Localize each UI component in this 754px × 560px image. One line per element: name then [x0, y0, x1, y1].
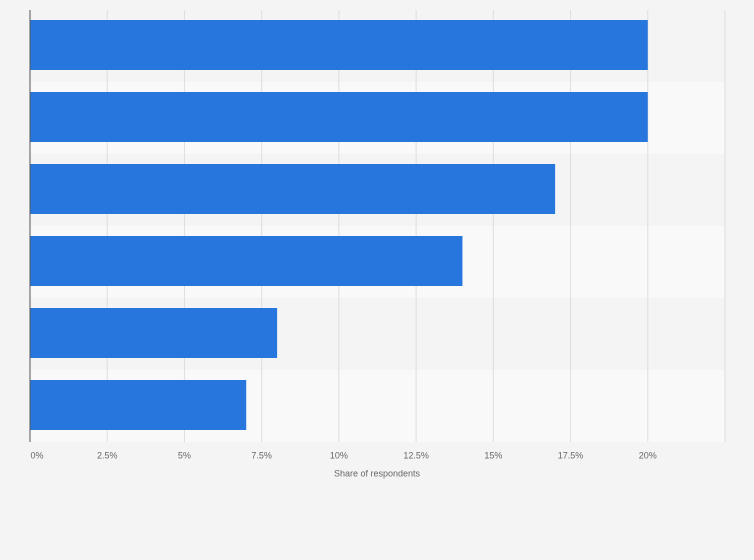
x-tick-label: 10% — [330, 450, 348, 460]
bar — [30, 380, 247, 430]
bar — [30, 236, 463, 286]
x-tick-label: 7.5% — [251, 450, 272, 460]
bar — [30, 164, 556, 214]
x-tick-label: 17.5% — [558, 450, 584, 460]
x-axis-label: Share of respondents — [334, 468, 421, 478]
x-tick-label: 20% — [639, 450, 657, 460]
x-tick-label: 5% — [178, 450, 191, 460]
bar — [30, 20, 648, 70]
x-tick-label: 0% — [30, 450, 43, 460]
x-tick-label: 2.5% — [97, 450, 118, 460]
x-tick-label: 15% — [484, 450, 502, 460]
x-tick-label: 12.5% — [403, 450, 429, 460]
bar — [30, 308, 278, 358]
bar — [30, 92, 648, 142]
